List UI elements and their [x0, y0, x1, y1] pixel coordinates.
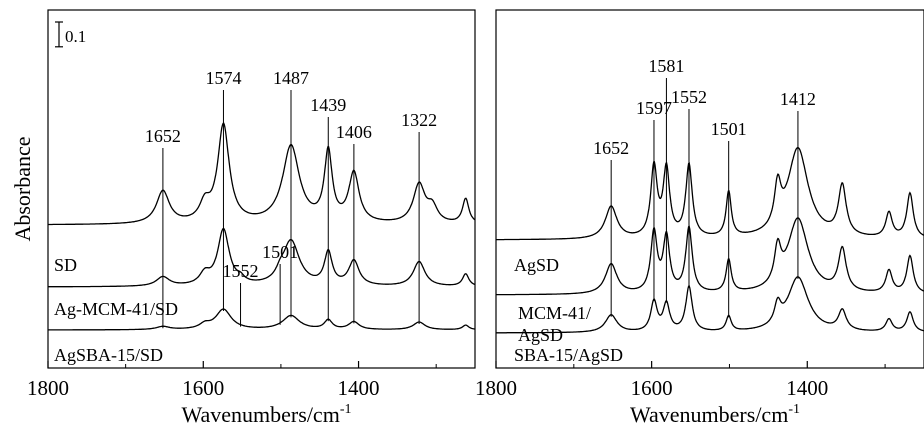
x-tick-label: 1800: [27, 376, 69, 400]
x-axis-title-text: Wavenumbers/cm: [630, 402, 788, 427]
x-axis-title-superscript: -1: [340, 402, 352, 417]
spectrum-line: [496, 217, 924, 296]
series-label: Ag-MCM-41/SD: [54, 299, 178, 319]
peak-label: 1501: [711, 119, 747, 139]
plot-frame: [495, 9, 924, 369]
spectrum-line: [48, 227, 476, 288]
spectrum-line: [48, 308, 476, 331]
x-tick-label: 1600: [631, 376, 673, 400]
peak-label: 1652: [593, 138, 629, 158]
series-label: AgSBA-15/SD: [54, 345, 163, 365]
peak-label: 1581: [648, 56, 684, 76]
y-axis-title: Absorbance: [10, 136, 35, 241]
series-label: SBA-15/AgSD: [514, 345, 623, 365]
peak-label: 1412: [780, 89, 816, 109]
x-tick-label: 1400: [338, 376, 380, 400]
peak-label: 1574: [205, 68, 241, 88]
spectrum-line: [496, 146, 924, 241]
spectrum-line: [48, 122, 476, 226]
peak-label: 1322: [401, 110, 437, 130]
x-axis-title-text: Wavenumbers/cm: [182, 402, 340, 427]
peak-label: 1439: [310, 95, 346, 115]
right-panel: 1800 1600 1400Wavenumbers/cm-1AgSDMCM-41/A…: [475, 9, 924, 427]
x-axis-title: Wavenumbers/cm-1: [630, 402, 800, 427]
series-label: AgSD: [518, 325, 563, 345]
peak-label: 1597: [636, 98, 672, 118]
plot-frame: [47, 9, 476, 369]
spectrum-line: [496, 276, 924, 334]
x-axis-title: Wavenumbers/cm-1: [182, 402, 352, 427]
series-label: MCM-41/: [518, 303, 591, 323]
x-axis-title-superscript: -1: [788, 402, 800, 417]
peak-label: 1552: [223, 261, 259, 281]
series-label: SD: [54, 255, 77, 275]
x-tick-label: 1400: [786, 376, 828, 400]
scale-bar: 0.1: [55, 21, 86, 48]
x-tick-label: 1600: [182, 376, 224, 400]
peak-label: 1501: [262, 242, 298, 262]
peak-label: 1406: [336, 122, 372, 142]
peak-label: 1652: [145, 126, 181, 146]
x-tick-label: 1800: [475, 376, 517, 400]
peak-label: 1487: [273, 68, 309, 88]
series-label: AgSD: [514, 255, 559, 275]
scale-bar-label: 0.1: [65, 27, 86, 46]
peak-label: 1552: [671, 87, 707, 107]
